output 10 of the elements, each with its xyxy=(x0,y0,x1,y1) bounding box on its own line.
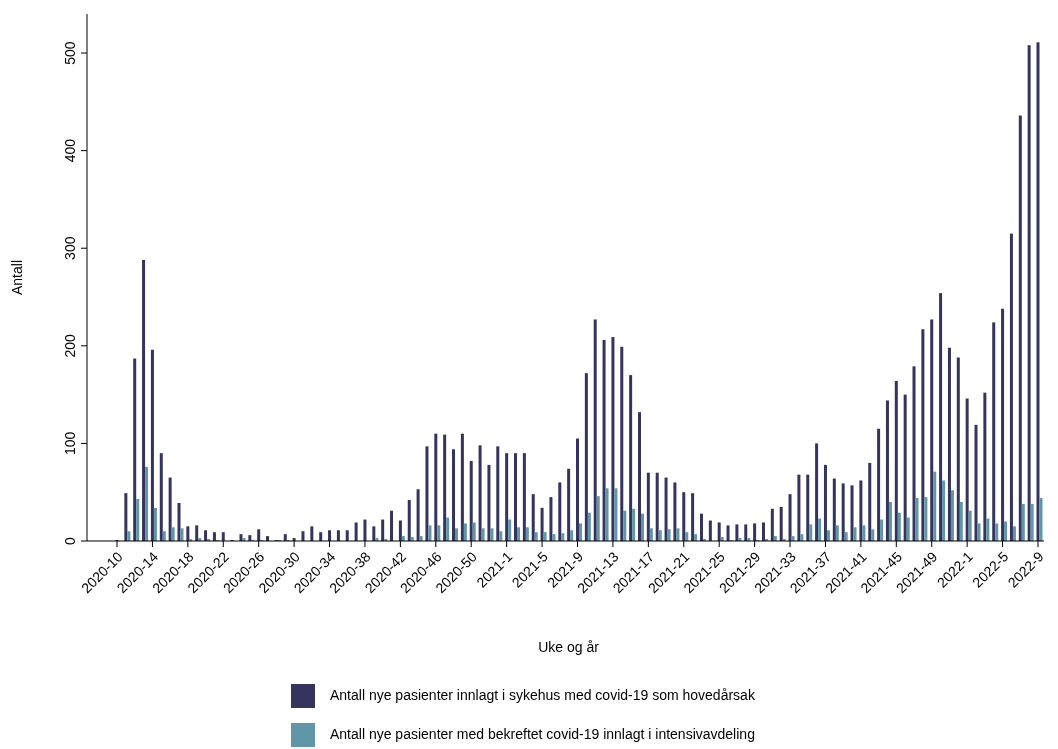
y-tick-label: 100 xyxy=(62,431,78,456)
y-tick-label: 500 xyxy=(62,41,78,65)
legend-label: Antall nye pasienter med bekreftet covid-19 innlagt i intensivavdeling xyxy=(330,725,755,742)
y-axis-title: Antall xyxy=(9,259,25,296)
y-tick-label: 400 xyxy=(62,138,78,163)
x-axis-title: Uke og år xyxy=(538,639,600,655)
legend-label: Antall nye pasienter innlagt i sykehus med covid-19 som hovedårsak xyxy=(330,686,756,703)
y-tick-label: 200 xyxy=(62,333,78,358)
y-tick-label: 0 xyxy=(62,536,78,545)
y-tick-label: 300 xyxy=(62,236,78,260)
